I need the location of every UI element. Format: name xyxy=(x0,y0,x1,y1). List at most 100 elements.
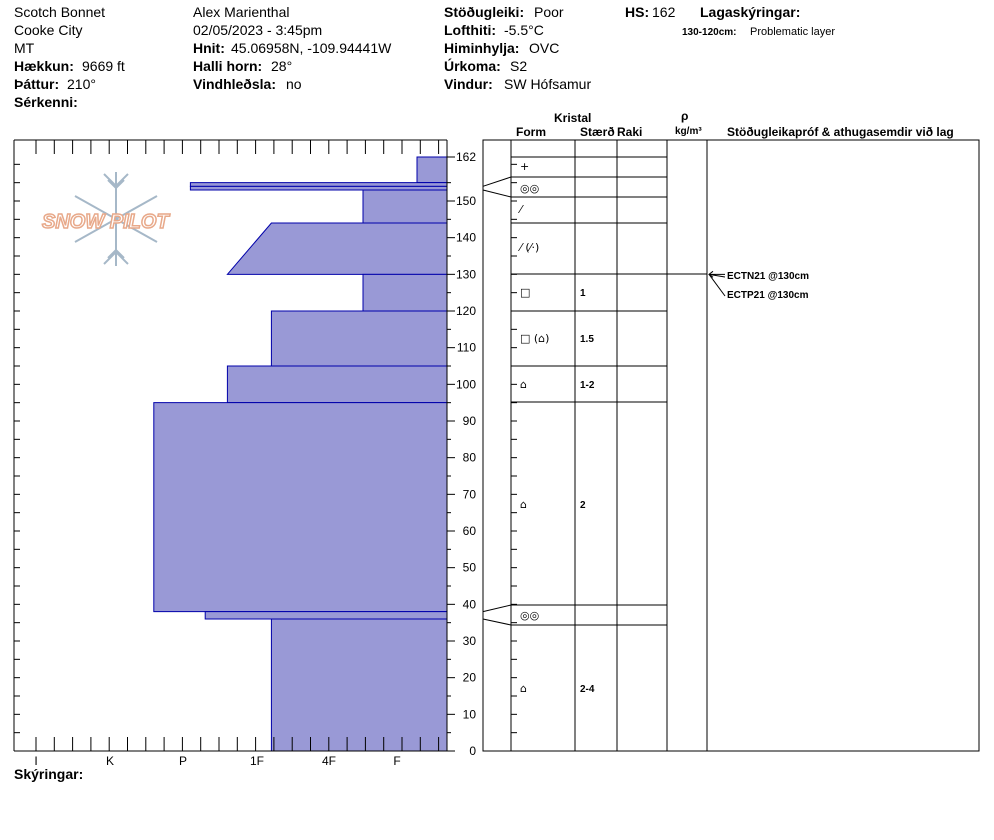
test-arrow-1 xyxy=(708,274,726,297)
precip-label: Úrkoma: xyxy=(444,57,501,74)
y-tick-label-70: 70 xyxy=(463,487,477,501)
y-tick-label-140: 140 xyxy=(456,231,476,245)
stability-value: Poor xyxy=(534,4,564,20)
wind-loading-value: no xyxy=(286,76,302,92)
precip-value: S2 xyxy=(510,58,527,74)
wind-value: SW Hófsamur xyxy=(504,76,591,92)
y-tick-label-80: 80 xyxy=(463,451,477,465)
hardness-layer-5 xyxy=(362,273,448,312)
layer-form-8: ◎◎ xyxy=(520,609,539,622)
hs-label: HS: xyxy=(625,4,649,20)
hardness-layer-10 xyxy=(270,618,448,752)
slope-value: 28° xyxy=(271,58,292,74)
slope-label: Halli horn: xyxy=(193,58,262,74)
hardness-layer-9 xyxy=(204,611,448,620)
layer-size-5: 1.5 xyxy=(580,334,594,345)
layer-size-6: 1-2 xyxy=(580,380,595,391)
density-unit-header: kg/m³ xyxy=(675,126,702,137)
layer-connector-3 xyxy=(482,618,512,626)
hardness-tick-label-P: P xyxy=(179,754,187,768)
aspect-label: Þáttur: xyxy=(14,76,59,92)
coords-value: 45.06958N, -109.94441W xyxy=(231,40,392,56)
y-tick-label-40: 40 xyxy=(463,597,477,611)
layer-table: + ◎◎ ⁄ ⁄ (⁄·) □ 1 □ (⌂) 1.5 ⌂ 1-2 ⌂ 2 ◎◎ ⌂ 2-4 xyxy=(482,139,980,752)
y-tick-label-90: 90 xyxy=(463,414,477,428)
y-tick-label-130: 130 xyxy=(456,267,476,281)
y-tick-label-120: 120 xyxy=(456,304,476,318)
form-header: Form xyxy=(516,125,546,139)
layer-notes-label: Lagaskýringar: xyxy=(700,4,800,20)
layer-size-7: 2 xyxy=(580,500,586,511)
y-tick-label-150: 150 xyxy=(456,194,476,208)
layer-form-3: ⁄ (⁄·) xyxy=(517,241,539,254)
y-tick-label-110: 110 xyxy=(457,341,476,355)
aspect-value: 210° xyxy=(67,76,96,92)
wind-loading-label: Vindhleðsla: xyxy=(193,76,276,92)
logo-text: SNOW PILOT xyxy=(42,211,170,233)
sky-label: Himinhylja: xyxy=(444,40,519,56)
notes-label: Skýringar: xyxy=(14,766,83,782)
y-tick-label-0: 0 xyxy=(469,744,476,758)
location-name: Scotch Bonnet xyxy=(14,4,105,20)
hardness-layer-3 xyxy=(362,189,448,224)
hardness-tick-label-K: K xyxy=(106,754,114,768)
snowpilot-logo: SNOW PILOT xyxy=(41,172,171,266)
features-label: Sérkenni: xyxy=(14,94,78,110)
y-tick-label-50: 50 xyxy=(463,561,477,575)
layer-note-range: 130-120cm: xyxy=(682,27,736,38)
hardness-tick-label-4F: 4F xyxy=(322,754,336,768)
city-name: Cooke City xyxy=(14,22,82,38)
stability-label: Stöðugleiki: xyxy=(444,4,524,20)
size-header: Stærð xyxy=(580,125,615,139)
crystal-header: Kristal xyxy=(554,111,591,125)
layer-connector-1 xyxy=(482,189,512,198)
air-temp-value: -5.5°C xyxy=(504,22,544,38)
table-border xyxy=(482,139,980,752)
y-tick-label-30: 30 xyxy=(463,634,477,648)
hardness-layer-4 xyxy=(226,222,448,275)
hardness-layer-6 xyxy=(270,310,448,367)
y-tick-label-100: 100 xyxy=(456,377,476,391)
coords-label: Hnit: xyxy=(193,40,225,56)
air-temp-label: Lofthiti: xyxy=(444,22,496,38)
y-tick-label-10: 10 xyxy=(463,707,477,721)
hardness-tick-label-1F: 1F xyxy=(250,754,264,768)
hardness-layer-7 xyxy=(226,365,448,404)
wind-label: Vindur: xyxy=(444,76,493,92)
y-tick-label-60: 60 xyxy=(463,524,477,538)
sky-value: OVC xyxy=(529,40,559,56)
hardness-tick-label-F: F xyxy=(393,754,400,768)
tests-header: Stöðugleikapróf & athugasemdir við lag xyxy=(727,125,954,139)
layer-form-5: □ (⌂) xyxy=(520,332,549,345)
profile-axes: 0 10 20 30 40 50 60 70 80 90 100 110 120 130 140 150 162… xyxy=(13,139,477,768)
observation-datetime: 02/05/2023 - 3:45pm xyxy=(193,22,322,38)
layer-size-4: 1 xyxy=(580,288,586,299)
layer-connector-0 xyxy=(482,176,512,187)
hardness-layer-1 xyxy=(189,182,448,187)
layer-note-text: Problematic layer xyxy=(750,26,835,38)
layer-form-2: ⁄ xyxy=(517,203,524,216)
snowflake-icon xyxy=(74,172,158,266)
layer-form-9: ⌂ xyxy=(520,682,527,695)
test-arrowhead xyxy=(708,270,714,278)
elevation-value: 9669 ft xyxy=(82,58,125,74)
hardness-layer-0 xyxy=(416,156,448,184)
state-name: MT xyxy=(14,40,35,56)
observer-name: Alex Marienthal xyxy=(193,4,290,20)
layer-form-4: □ xyxy=(520,286,530,299)
hardness-tick-label-I: I xyxy=(34,754,37,768)
layer-size-9: 2-4 xyxy=(580,684,595,695)
hardness-profile xyxy=(153,156,448,752)
layer-connector-2 xyxy=(482,604,512,613)
hs-value: 162 xyxy=(652,4,676,20)
hardness-layer-8 xyxy=(153,402,448,613)
layer-form-7: ⌂ xyxy=(520,498,527,511)
moisture-header: Raki xyxy=(617,125,642,139)
stability-test-0: ECTN21 @130cm xyxy=(727,271,809,282)
elevation-label: Hækkun: xyxy=(14,58,74,74)
stability-tests: ECTN21 @130cm ECTP21 @130cm xyxy=(708,270,809,301)
y-tick-label-20: 20 xyxy=(463,671,477,685)
y-tick-label-162: 162 xyxy=(456,150,476,164)
layer-form-1: ◎◎ xyxy=(520,182,539,195)
